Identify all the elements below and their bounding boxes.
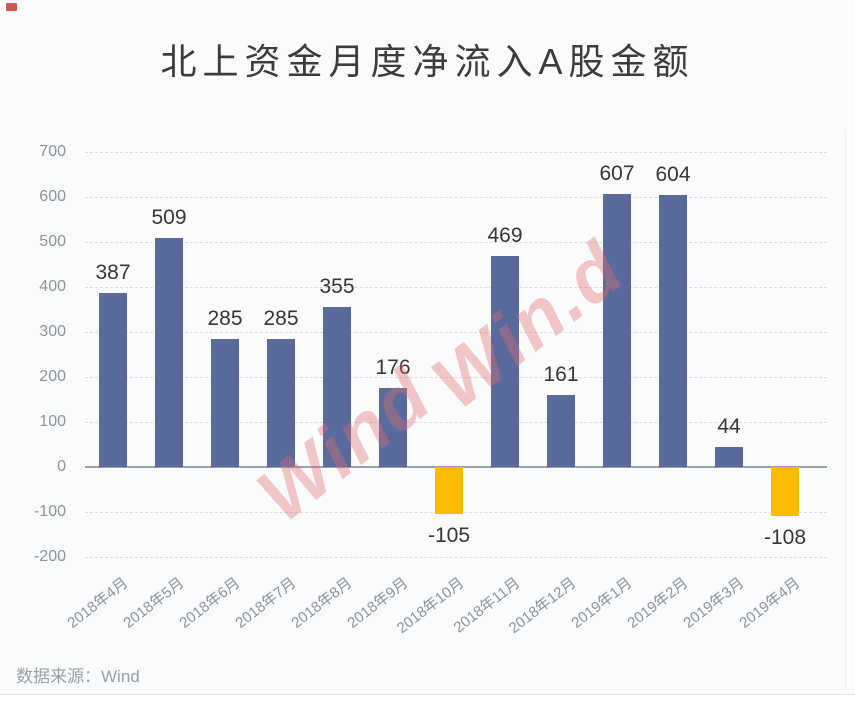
red-speck: [6, 3, 17, 11]
bar-value-label: 604: [655, 163, 691, 187]
gridline: [85, 422, 827, 423]
gridline: [85, 332, 827, 333]
bar-value-label: 44: [717, 415, 741, 439]
x-axis-label: 2018年8月: [288, 574, 356, 632]
data-source-label: 数据来源：Wind: [16, 667, 140, 686]
gridline: [85, 287, 827, 288]
bar: [435, 467, 463, 515]
bar: [771, 467, 799, 516]
y-axis-label: 600: [39, 188, 66, 205]
x-axis-label: 2019年3月: [680, 574, 748, 632]
y-axis-label: 100: [39, 413, 66, 430]
y-axis-label: 400: [39, 278, 66, 295]
bar-value-label: -108: [763, 525, 807, 549]
x-axis-label: 2018年5月: [120, 574, 188, 632]
x-axis-label: 2018年6月: [176, 574, 244, 632]
y-axis-label: -200: [33, 548, 66, 565]
bar: [99, 292, 127, 467]
x-axis-label: 2019年4月: [736, 574, 804, 632]
bar-value-label: 355: [319, 275, 355, 299]
bar-value-label: 161: [543, 362, 579, 386]
bar: [659, 195, 687, 467]
bar-value-label: 285: [263, 306, 299, 330]
bar-value-label: 509: [151, 205, 187, 229]
bar-value-label: 607: [599, 161, 635, 185]
y-axis-label: 200: [39, 368, 66, 385]
bar: [491, 255, 519, 467]
gridline: [85, 197, 827, 198]
chart-title: 北上资金月度净流入A股金额: [160, 41, 695, 82]
y-axis-label: -100: [33, 503, 66, 520]
x-axis-label: 2019年2月: [624, 574, 692, 632]
bar-value-label: 469: [487, 223, 523, 247]
gridline: [85, 377, 827, 378]
y-axis-label: 0: [57, 458, 66, 475]
bottom-strip: [0, 695, 855, 703]
right-edge-line: [845, 130, 846, 690]
x-axis-label: 2019年1月: [568, 574, 636, 632]
x-axis-label: 2018年7月: [232, 574, 300, 632]
bottom-divider: [0, 694, 855, 695]
bar-value-label: -105: [427, 524, 471, 548]
bar-value-label: 387: [95, 260, 131, 284]
x-axis-label: 2018年4月: [64, 574, 132, 632]
bar: [323, 307, 351, 467]
gridline: [85, 242, 827, 243]
bar: [267, 338, 295, 467]
gridline: [85, 557, 827, 558]
bar: [547, 394, 575, 467]
bar: [603, 193, 631, 467]
bar: [379, 387, 407, 467]
y-axis-label: 500: [39, 233, 66, 250]
y-axis-label: 300: [39, 323, 66, 340]
bar: [715, 447, 743, 467]
gridline: [85, 152, 827, 153]
y-axis-label: 700: [39, 143, 66, 160]
bar: [211, 338, 239, 467]
bar-value-label: 285: [207, 306, 243, 330]
bar-value-label: 176: [375, 355, 411, 379]
bar: [155, 237, 183, 467]
